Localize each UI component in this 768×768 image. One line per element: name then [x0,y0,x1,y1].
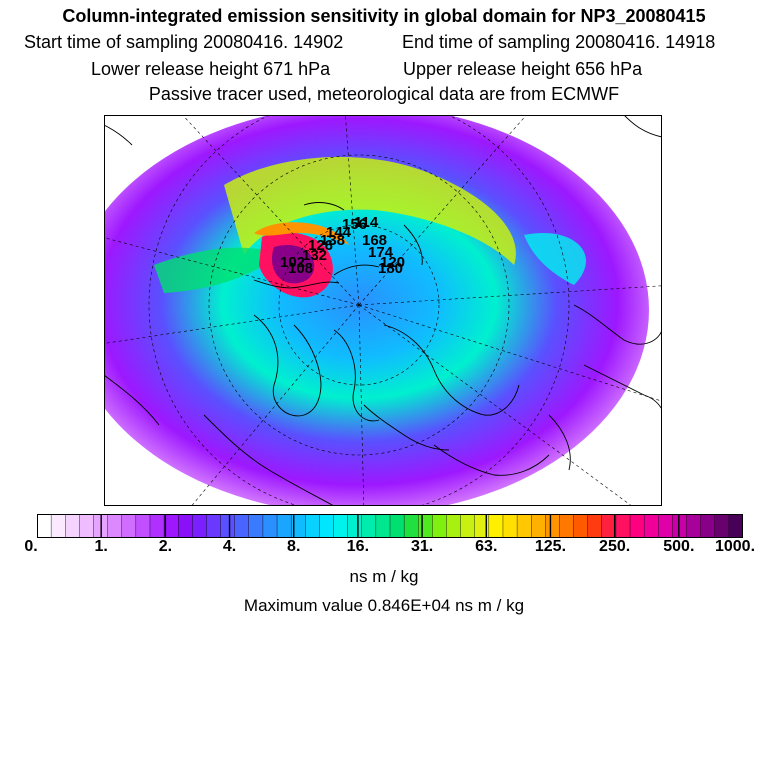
color-scale-cell [643,514,659,538]
color-scale-cell [615,514,631,538]
color-scale-cell [192,514,208,538]
sensitivity-left-arm [154,247,279,293]
sensitivity-core [271,244,315,284]
color-scale-cell [206,514,222,538]
end-time-label: End time of sampling 20080416. 14918 [402,32,716,52]
color-scale-cell [573,514,589,538]
color-scale-cell [319,514,335,538]
color-scale-tick-label: 500. [663,538,695,555]
map-title: Column-integrated emission sensitivity i… [62,6,706,26]
color-scale-cell [163,514,179,538]
upper-release-label: Upper release height 656 hPa [403,59,643,79]
trajectory-labels: 114 120 132 138 144 156 168 174 180 126 … [280,214,405,277]
color-scale-cell [686,514,702,538]
color-scale-tick-label: 63. [475,538,498,555]
trajectory-label: 108 [288,260,313,277]
color-scale-cell [502,514,518,538]
color-scale-border [37,514,743,538]
trajectory-label: 156 [342,216,367,233]
color-scale-tick-label: 125. [534,538,567,555]
color-scale-bar [37,514,743,538]
tracer-note: Passive tracer used, meteorological data… [148,84,620,104]
color-scale-cell [460,514,476,538]
trajectory-label: 132 [302,247,327,264]
color-scale-tick-label: 4. [222,538,237,555]
color-scale-units: ns m / kg [349,567,419,586]
color-scale-cell [658,514,674,538]
color-scale-cell [262,514,278,538]
color-scale-cell [276,514,292,538]
color-scale-cell [545,514,561,538]
trajectory-label: 120 [380,254,405,271]
start-time-label: Start time of sampling 20080416. 14902 [24,32,344,52]
color-scale-cell [531,514,546,538]
latitude-circles [148,115,570,506]
color-scale-cell [305,514,320,538]
color-scale-cell [248,514,264,538]
color-scale-tick-label: 0. [24,538,38,555]
color-scale-tick-label: 31. [410,538,434,555]
color-scale-cell [629,514,645,538]
color-scale-cell [135,514,151,538]
color-scale-cell [361,514,377,538]
color-scale-cell [37,514,52,538]
meridians [104,115,662,506]
trajectory-label: 126 [308,237,333,254]
sensitivity-east-plume [524,233,586,285]
color-scale-cell [403,514,419,538]
trajectory-label: 138 [320,232,345,249]
release-height-row: Lower release height 671 hPa Upper relea… [0,59,768,81]
color-scale-cell [50,514,66,538]
map-border [104,115,662,506]
lower-release-label: Lower release height 671 hPa [91,59,331,79]
color-scale-cell [432,514,448,538]
color-scale-cell [488,514,504,538]
color-scale-cell [474,514,490,538]
color-scale-tick-label: 1. [94,538,108,555]
sensitivity-upper-band [224,156,516,265]
color-scale-cell [177,514,193,538]
color-scale-cell [107,514,123,538]
color-scale-cell [446,514,462,538]
sensitivity-orange-rim [254,222,349,245]
trajectory-label: 174 [368,244,394,261]
color-scale-cell [234,514,250,538]
color-scale-cell [516,514,532,538]
color-scale-cell [700,514,716,538]
coastlines [104,115,662,506]
color-scale-tick-label: 8. [287,538,301,555]
color-scale-cell [672,514,688,538]
color-scale-cell [559,514,575,538]
color-scale-cell [418,514,433,538]
color-scale-cell [714,514,730,538]
color-scale-cell [587,514,603,538]
color-scale-tick-label: 2. [158,538,173,555]
trajectory-label: 102 [280,254,305,271]
trajectory-label: 180 [378,260,403,277]
color-scale-cell [728,514,743,538]
color-scale-cell [220,514,236,538]
trajectory-label: 144 [326,224,352,241]
color-scale-cell [389,514,405,538]
color-scale-tick-label: 1000. [714,538,756,555]
color-scale-cell [333,514,349,538]
color-scale-cell [121,514,137,538]
color-scale-cell [149,514,165,538]
maximum-value-label: Maximum value 0.846E+04 ns m / kg [243,596,525,615]
trajectory-label: 114 [354,214,379,231]
trajectory-label: 168 [362,232,387,249]
polar-map: 114 120 132 138 144 156 168 174 180 126 … [104,115,662,506]
color-scale-cell [65,514,80,538]
color-scale-tick-label: 16. [346,538,370,555]
color-scale-cell [375,514,391,538]
color-scale-cell [79,514,95,538]
color-scale-cell [347,514,363,538]
sampling-time-row: Start time of sampling 20080416. 14902 E… [0,32,768,54]
color-scale-tick-label: 250. [599,538,631,555]
